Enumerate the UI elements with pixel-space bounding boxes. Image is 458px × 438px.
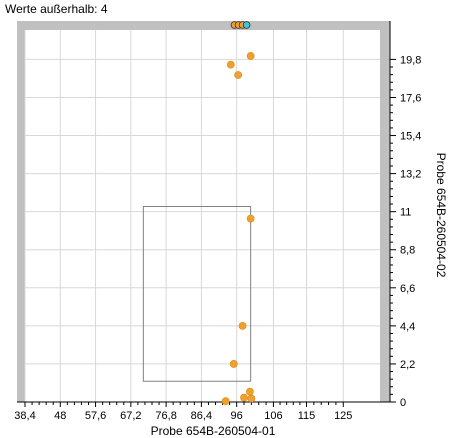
y-tick-label: 15,4 [400,131,421,143]
grid [24,30,380,403]
data-point [247,394,256,403]
y-tick-label: 6,6 [400,283,415,295]
plot-area [25,30,380,402]
x-tick-label: 86,4 [191,410,212,422]
y-tick-label: 13,2 [400,169,421,181]
y-tick-label: 17,6 [400,92,421,104]
y-axis-label: Probe 654B-260504-02 [434,153,448,278]
data-point [246,387,254,396]
x-tick-label: 67,2 [120,410,141,422]
range-box-group [142,205,252,382]
x-axis-label: Probe 654B-260504-01 [151,424,276,438]
range-box [142,205,252,382]
y-tick-label: 8,8 [400,245,415,257]
y-tick-label: 4,4 [400,321,415,333]
x-tick-label: 48 [54,410,66,422]
points [221,52,256,406]
x-tick-label: 57,6 [85,410,106,422]
x-tick-label: 38,4 [14,410,35,422]
ticks: 38,4 48 57,6 67,2 76,8 86,4 96 106 115 125 0 2,2 4,4… [14,54,421,422]
data-point [238,321,247,330]
x-tick-label: 96 [231,410,243,422]
y-tick-label: 19,8 [400,54,421,66]
data-point [240,393,248,402]
x-tick-label: 76,8 [155,410,176,422]
x-tick-label: 115 [298,410,316,422]
data-point [246,52,255,60]
data-point [221,397,230,406]
y-tick-label: 11 [400,207,411,219]
x-tick-label: 125 [334,410,352,422]
data-point [234,71,243,79]
data-point [226,60,235,69]
y-tick-label: 0 [400,397,406,409]
outlier-marker-highlight [242,21,251,29]
data-point [229,360,238,368]
y-tick-label: 2,2 [400,359,415,371]
data-point [246,214,255,223]
outliers-count-label: Werte außerhalb: 4 [5,2,108,16]
outlier-markers [230,21,251,29]
x-tick-label: 106 [264,410,282,422]
